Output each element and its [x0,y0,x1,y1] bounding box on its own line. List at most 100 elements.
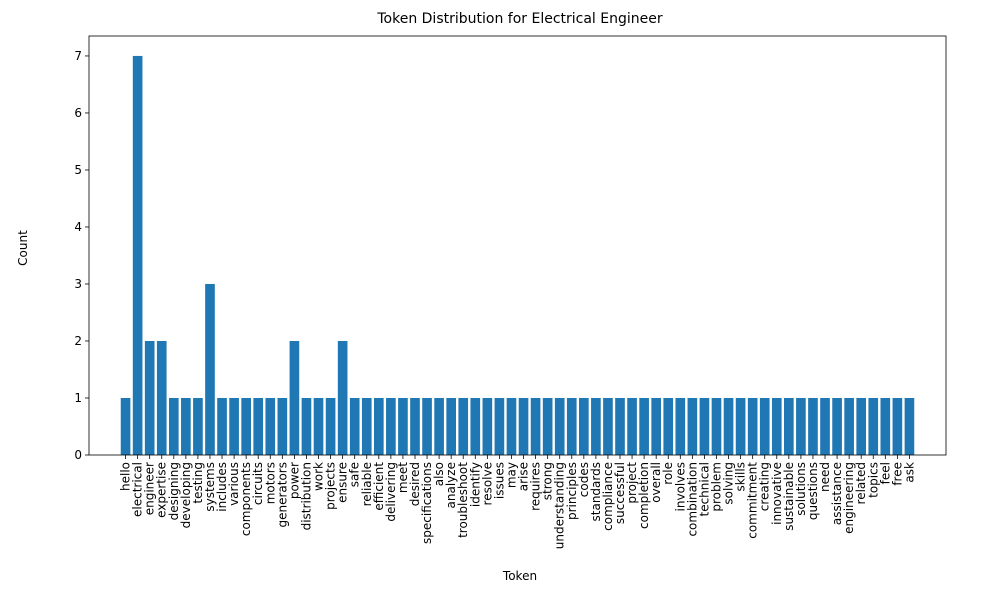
x-tick-label-troubleshoot: troubleshoot [456,462,470,538]
x-tick-label-distribution: distribution [299,462,313,530]
bar-generators [277,397,288,455]
x-tick-label-completion: completion [637,462,651,529]
bar-solving [723,397,734,455]
x-tick-label-identify: identify [468,462,482,507]
bar-power [289,340,300,455]
bar-principles [566,397,577,455]
x-tick-label-also: also [432,462,446,486]
x-tick-label-resolve: resolve [480,462,494,505]
bar-projects [325,397,336,455]
bar-work [313,397,324,455]
bar-issues [494,397,505,455]
x-tick-label-solutions: solutions [794,462,808,516]
bar-electrical [132,55,143,455]
bar-safe [349,397,360,455]
x-tick-label-meet: meet [396,462,410,493]
x-tick-label-engineer: engineer [143,462,157,515]
y-tick-label: 3 [74,277,82,291]
bar-reliable [361,397,372,455]
x-tick-label-requires: requires [529,462,543,511]
bar-project [627,397,637,455]
x-tick-label-motors: motors [263,462,277,504]
x-axis-label: Token [502,569,538,583]
x-tick-label-related: related [854,462,868,504]
x-tick-label-overall: overall [649,462,663,503]
bar-codes [579,397,589,455]
bar-distribution [301,397,312,455]
x-tick-label-solving: solving [722,462,736,505]
x-tick-label-safe: safe [348,462,362,487]
bar-includes [217,397,227,455]
bar-innovative [771,397,782,455]
bar-commitment [747,397,758,455]
bar-developing [181,397,191,455]
y-tick-label: 6 [74,106,82,120]
x-tick-label-feel: feel [878,462,892,484]
x-tick-label-electrical: electrical [131,462,145,517]
bar-troubleshoot [458,397,469,455]
bar-topics [868,397,879,455]
x-tick-label-power: power [287,462,301,499]
x-tick-label-includes: includes [215,462,229,512]
x-tick-label-understanding: understanding [553,462,567,549]
bar-may [506,397,517,455]
x-tick-label-projects: projects [324,462,338,510]
x-tick-label-compliance: compliance [601,462,615,531]
bar-resolve [482,397,493,455]
bar-problem [711,397,722,455]
bar-analyze [446,397,456,455]
x-tick-label-specifications: specifications [420,462,434,544]
y-tick-label: 1 [74,391,82,405]
x-tick-label-reliable: reliable [360,462,374,506]
bar-solutions [796,397,806,455]
x-tick-label-ensure: ensure [336,462,350,503]
x-tick-label-may: may [504,462,518,488]
x-tick-label-expertise: expertise [155,462,169,518]
bar-engineer [144,340,155,455]
bar-systems [205,283,215,455]
x-tick-label-successful: successful [613,462,627,524]
bar-requires [530,397,541,455]
x-tick-label-role: role [661,462,675,485]
bar-technical [699,397,710,455]
bar-motors [265,397,276,455]
x-tick-label-sustainable: sustainable [782,462,796,531]
bar-standards [591,397,601,455]
y-tick-label: 2 [74,334,82,348]
x-tick-label-questions: questions [806,462,820,520]
bar-expertise [156,340,167,455]
x-tick-label-problem: problem [709,462,723,512]
bar-various [229,397,239,455]
bar-delivering [386,397,396,455]
bar-questions [808,397,818,455]
x-tick-label-topics: topics [866,462,880,498]
bar-also [434,397,444,455]
x-tick-label-technical: technical [697,462,711,517]
x-tick-label-developing: developing [179,462,193,528]
x-tick-label-creating: creating [758,462,772,511]
bar-hello [120,397,131,455]
bar-overall [651,397,662,455]
x-tick-label-engineering: engineering [842,462,856,534]
bar-efficient [373,397,384,455]
x-tick-label-need: need [818,462,832,492]
x-tick-label-combination: combination [685,462,699,537]
bar-related [856,397,867,455]
bar-ensure [337,340,348,455]
x-tick-label-skills: skills [734,462,748,491]
x-tick-label-testing: testing [191,462,205,504]
bar-free [892,397,903,455]
x-tick-label-circuits: circuits [251,462,265,505]
x-tick-label-arise: arise [517,462,531,491]
bar-components [241,397,251,455]
x-tick-label-desired: desired [408,462,422,506]
y-tick-label: 5 [74,163,82,177]
y-tick-label: 7 [74,49,82,63]
bar-role [663,397,674,455]
x-tick-label-project: project [625,462,639,504]
x-tick-label-designing: designing [167,462,181,520]
bar-need [820,397,830,455]
x-tick-label-issues: issues [492,462,506,499]
bar-strong [542,397,553,455]
